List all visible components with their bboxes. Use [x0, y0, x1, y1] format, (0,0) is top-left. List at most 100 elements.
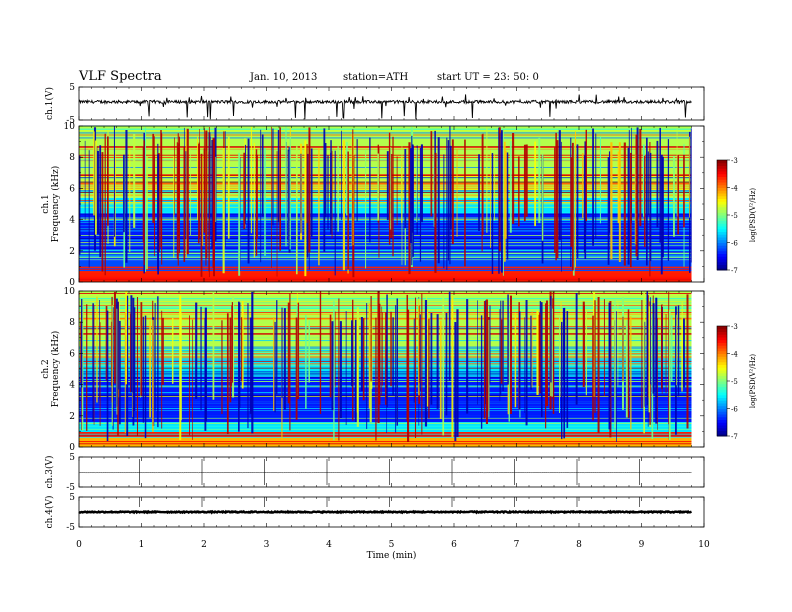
colorbar-cell: [717, 425, 727, 429]
colorbar-cell: [717, 389, 727, 393]
colorbar-cell: [717, 411, 727, 415]
y-tick-label: 8: [69, 318, 75, 328]
y-tick-label: 0: [69, 443, 75, 453]
ch2-spectrogram-image: [79, 291, 692, 447]
colorbar-cell: [717, 176, 727, 180]
colorbar-cell: [717, 414, 727, 418]
colorbar-cell: [717, 193, 727, 197]
x-tick-label: 0: [76, 540, 82, 550]
colorbar-cell: [717, 226, 727, 230]
colorbar-cell: [717, 367, 727, 371]
colorbar-cell: [717, 201, 727, 205]
colorbar-tick-label: -6: [731, 406, 738, 414]
colorbar-cell: [717, 394, 727, 398]
colorbar-label: log(PSD(V²/Hz): [749, 188, 757, 243]
colorbar-cell: [717, 228, 727, 232]
colorbar-cell: [717, 220, 727, 224]
spectrogram-band: [79, 213, 692, 261]
colorbar-cell: [717, 361, 727, 365]
colorbar-cell: [717, 267, 727, 271]
colorbar-cell: [717, 242, 727, 246]
x-tick-label: 9: [639, 540, 645, 550]
y-tick-label: 6: [69, 349, 75, 359]
colorbar-tick-label: -3: [731, 323, 738, 331]
y-axis-label: ch.1: [41, 194, 51, 213]
ch1-waveform-trace: [78, 94, 692, 120]
colorbar-cell: [717, 259, 727, 263]
colorbar-cell: [717, 364, 727, 368]
colorbar-cell: [717, 331, 727, 335]
colorbar-cell: [717, 171, 727, 175]
colorbar-cell: [717, 350, 727, 354]
spectrogram-band: [79, 271, 692, 282]
colorbar-cell: [717, 419, 727, 423]
x-tick-label: 7: [514, 540, 520, 550]
colorbar-cell: [717, 217, 727, 221]
y-tick-label: 10: [64, 122, 76, 132]
station-label: station=ATH: [343, 72, 409, 83]
colorbar-cell: [717, 408, 727, 412]
spectrogram-band: [79, 260, 692, 272]
colorbar-cell: [717, 345, 727, 349]
colorbar-cell: [717, 245, 727, 249]
colorbar-cell: [717, 168, 727, 172]
colorbar-tick-label: -6: [731, 240, 738, 248]
spectrogram-band: [79, 437, 692, 447]
colorbar-cell: [717, 342, 727, 346]
colorbar-cell: [717, 386, 727, 390]
colorbar-cell: [717, 392, 727, 396]
x-tick-label: 8: [576, 540, 582, 550]
ch4-waveform-trace: [78, 509, 692, 515]
ch1-waveform-frame: [78, 86, 705, 121]
y-axis-label: Frequency (kHz): [50, 331, 61, 408]
colorbar-cell: [717, 190, 727, 194]
colorbar-tick-label: -4: [731, 185, 738, 193]
colorbar-cell: [717, 356, 727, 360]
colorbar-cell: [717, 162, 727, 166]
colorbar-tick-label: -7: [731, 433, 738, 441]
colorbar-cell: [717, 231, 727, 235]
y-tick-label: -5: [66, 523, 75, 533]
colorbar-cell: [717, 261, 727, 265]
colorbar-cell: [717, 248, 727, 252]
colorbar-cell: [717, 223, 727, 227]
colorbar-cell: [717, 173, 727, 177]
colorbar-cell: [717, 256, 727, 260]
colorbar-cell: [717, 198, 727, 202]
colorbar-cell: [717, 179, 727, 183]
colorbar-cell: [717, 378, 727, 382]
colorbar-cell: [717, 403, 727, 407]
colorbar-cell: [717, 381, 727, 385]
colorbar-cell: [717, 165, 727, 169]
colorbar-cell: [717, 353, 727, 357]
colorbar-cell: [717, 182, 727, 186]
y-axis-label: ch.2: [41, 359, 51, 378]
colorbar-cell: [717, 212, 727, 216]
colorbar-cell: [717, 326, 727, 330]
colorbar-cell: [717, 206, 727, 210]
date-label: Jan. 10, 2013: [250, 72, 318, 83]
colorbar-cell: [717, 204, 727, 208]
colorbar-cell: [717, 422, 727, 426]
x-tick-label: 2: [201, 540, 207, 550]
colorbar-cell: [717, 397, 727, 401]
x-tick-label: 4: [326, 540, 332, 550]
y-tick-label: 2: [69, 247, 75, 257]
x-axis-label: Time (min): [367, 550, 417, 561]
start-time-label: start UT = 23: 50: 0: [437, 72, 539, 83]
y-tick-label: 0: [69, 278, 75, 288]
ch1-spectrogram-image: [78, 125, 692, 282]
colorbar-cell: [717, 239, 727, 243]
colorbar-tick-label: -3: [731, 157, 738, 165]
y-tick-label: 2: [69, 412, 75, 422]
colorbar-cell: [717, 334, 727, 338]
colorbar-cell: [717, 359, 727, 363]
y-tick-label: -5: [66, 483, 75, 493]
colorbar-cell: [717, 416, 727, 420]
colorbar-cell: [717, 339, 727, 343]
colorbar-cell: [717, 328, 727, 332]
y-axis-label: ch.4(V): [44, 496, 55, 529]
y-tick-label: 4: [69, 381, 75, 391]
colorbar-tick-label: -7: [731, 267, 738, 275]
